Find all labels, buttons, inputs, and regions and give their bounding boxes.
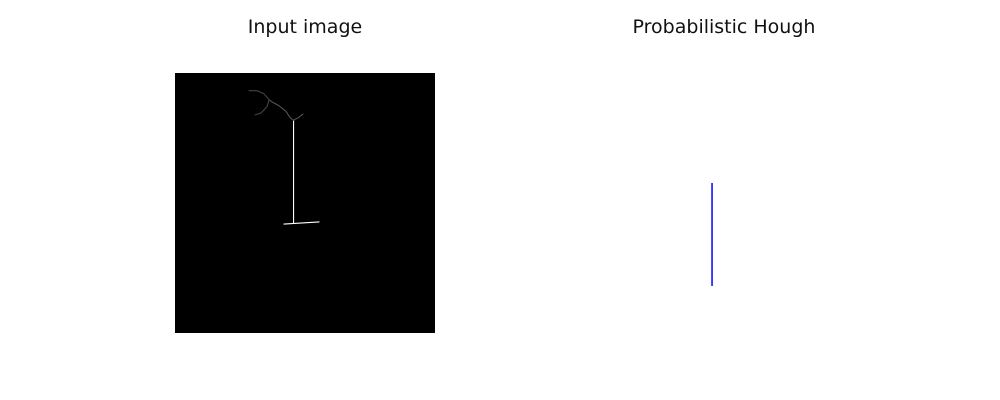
edge-stroke-3 — [268, 99, 295, 121]
edge-stroke-2 — [283, 221, 320, 225]
hough-plot-title: Probabilistic Hough — [632, 16, 816, 38]
edge-stroke-5 — [293, 113, 304, 121]
input-image-panel — [175, 73, 435, 333]
edge-stroke-4 — [248, 90, 270, 116]
input-image-title: Input image — [247, 16, 363, 38]
input-image-background — [175, 73, 435, 333]
